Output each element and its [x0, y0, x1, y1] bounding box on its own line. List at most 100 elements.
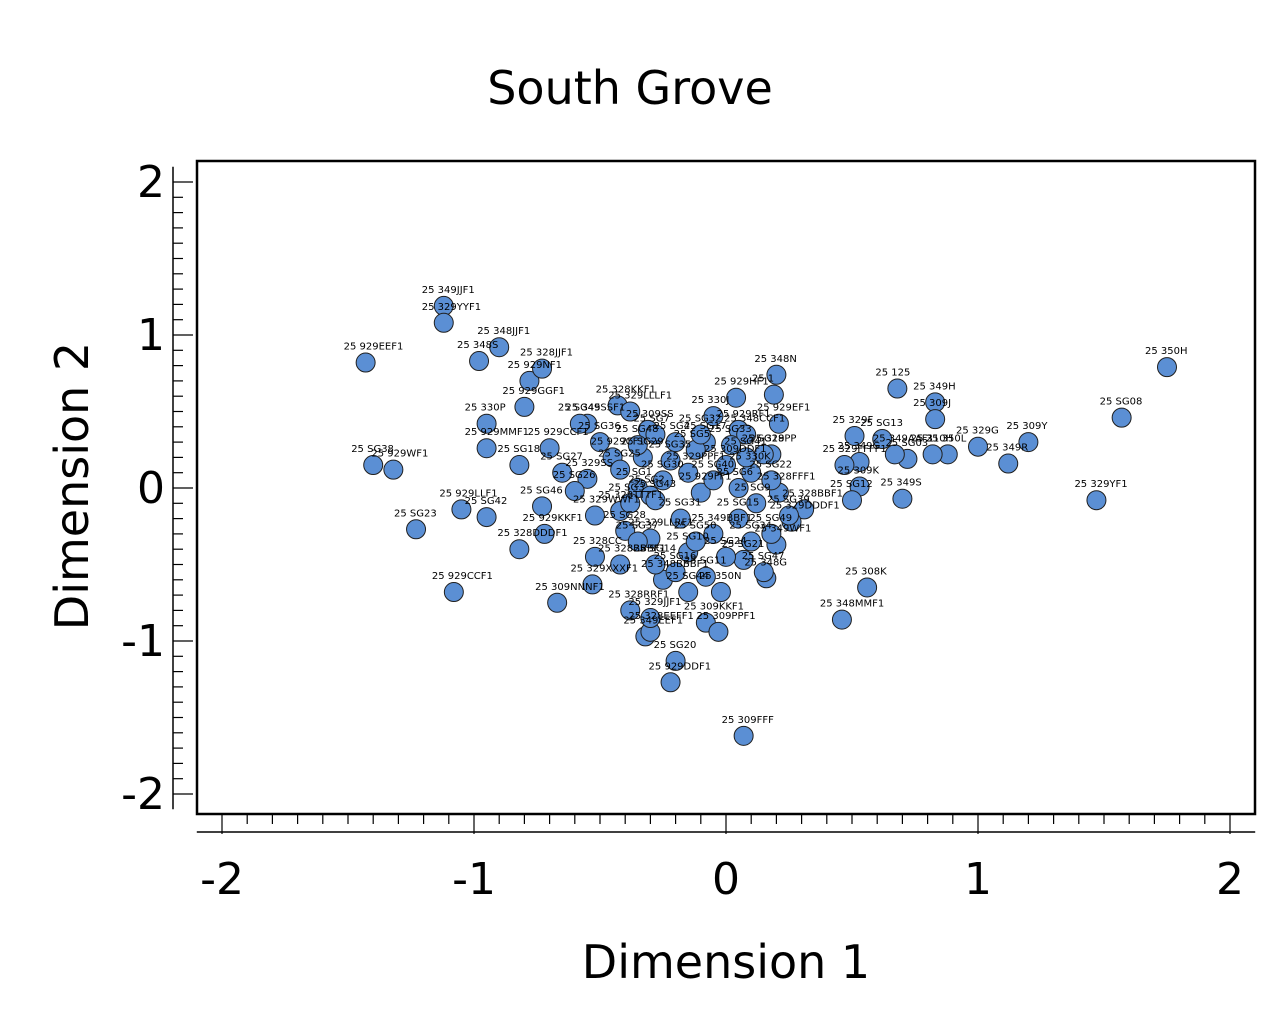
data-point — [532, 358, 553, 379]
data-point — [998, 453, 1019, 474]
data-point-label: 25 309Y — [1006, 421, 1048, 432]
data-point-label: 25 SG43 — [633, 479, 676, 490]
data-point-label: 25 349BBF1 — [691, 513, 752, 524]
y-tick-label: 0 — [137, 463, 165, 514]
y-tick-label: -2 — [121, 769, 165, 820]
data-point — [872, 429, 893, 450]
data-point — [577, 468, 598, 489]
data-point — [469, 351, 490, 372]
data-point-label: 25 329XXXF1 — [570, 563, 638, 574]
points-layer — [355, 295, 1177, 746]
data-point-label: 25 929FF1 — [679, 472, 732, 483]
data-point-label: 25 1 — [752, 374, 774, 385]
data-point — [534, 523, 555, 544]
data-point-label: 25 SG26 — [553, 470, 596, 481]
data-point-label: 25 329YF1 — [1074, 479, 1127, 490]
data-point — [1086, 490, 1107, 511]
data-point — [831, 609, 852, 630]
data-point — [584, 546, 605, 567]
data-point-label: 25 348G — [744, 557, 787, 568]
data-point — [627, 531, 648, 552]
data-point-label: 25 329WWF1 — [573, 495, 640, 506]
data-point-label: 25 SG6 — [717, 467, 753, 478]
data-point-label: 25 SG1 — [616, 467, 652, 478]
data-point-label: 25 350H — [1145, 346, 1188, 357]
data-point-label: 25 328PP — [749, 433, 796, 444]
data-point-label: 25 929EEF1 — [344, 342, 404, 353]
data-point — [766, 364, 787, 385]
data-point — [539, 438, 560, 459]
data-point — [710, 582, 731, 603]
data-point-label: 25 330K — [729, 452, 771, 463]
data-point-label: 25 310H — [911, 433, 954, 444]
data-point — [685, 531, 706, 552]
data-point — [1018, 432, 1039, 453]
data-point-label: 25 929KKF1 — [523, 513, 583, 524]
data-point-label: 25 SG48 — [616, 424, 659, 435]
data-point-label: 25 328BBF1 — [782, 488, 843, 499]
data-point — [892, 488, 913, 509]
data-point-label: 25 309K — [838, 465, 880, 476]
data-point-label: 25 SG24 — [704, 536, 747, 547]
data-point — [768, 413, 789, 434]
data-point-label: 25 SG39 — [767, 495, 810, 506]
point-labels-layer: 25 350H 25 SG08 25 329YF1 25 309Y 25 349R 25 … — [344, 285, 1188, 726]
data-point-label: 25 SG10 — [666, 531, 709, 542]
data-point-label: 25 349AAF1 — [873, 433, 934, 444]
data-point — [476, 438, 497, 459]
data-point-label: 25 348S — [457, 340, 498, 351]
data-point — [653, 470, 673, 491]
data-point-label: 25 309PPF1 — [696, 611, 755, 622]
data-point-label: 25 328FFF1 — [757, 472, 816, 483]
data-point-label: 25 125 — [875, 368, 910, 379]
data-point — [363, 455, 384, 476]
data-point — [476, 413, 497, 434]
data-point-label: 25 328CC — [573, 536, 622, 547]
x-tick-label: 1 — [964, 854, 992, 905]
data-point — [547, 592, 568, 613]
data-point-label: 25 349S — [880, 478, 921, 489]
data-point — [640, 608, 661, 629]
data-point — [514, 396, 535, 417]
data-point — [355, 352, 376, 373]
data-point-label: 25 929RF1 — [717, 409, 771, 420]
data-point-label: 25 309SS — [626, 409, 674, 420]
data-point-label: 25 SG45 — [558, 403, 601, 414]
data-point — [489, 337, 510, 358]
data-point-label: 25 SG19 — [742, 433, 785, 444]
data-point-label: 25 SG29 — [621, 436, 664, 447]
data-point-label: 25 SG44 — [666, 571, 709, 582]
data-point-label: 25 SG47 — [742, 551, 785, 562]
data-point — [620, 600, 641, 621]
data-point — [660, 450, 681, 471]
data-point — [746, 493, 767, 514]
data-point — [645, 554, 666, 575]
data-point-label: 25 929GGF1 — [502, 386, 565, 397]
data-point-label: 25 328TTTF1 — [598, 490, 663, 501]
data-point — [690, 482, 711, 503]
data-point — [761, 470, 782, 491]
data-point-label: 25 929WF1 — [371, 449, 428, 460]
data-point — [1157, 357, 1177, 378]
data-point — [476, 507, 497, 528]
data-point-label: 25 SG31 — [659, 498, 702, 509]
data-point — [670, 508, 691, 529]
data-point — [620, 401, 641, 422]
data-point-label: 25 330P — [465, 403, 506, 414]
data-point-label: 25 929EF1 — [757, 403, 810, 414]
data-point-label: 25 SG21 — [722, 539, 765, 550]
data-point — [763, 384, 784, 405]
data-point — [703, 406, 724, 427]
data-point — [968, 436, 988, 457]
data-point-label: 25 SG13 — [860, 418, 903, 429]
x-tick-label: -1 — [452, 854, 496, 905]
data-point — [721, 435, 742, 456]
data-point — [406, 519, 427, 540]
data-point-label: 25 329F — [833, 415, 874, 426]
data-point-label: 25 929DDF1 — [649, 661, 712, 672]
data-point-label: 25 329JJF1 — [628, 597, 681, 608]
data-point-label: 25 348CCF1 — [724, 413, 785, 424]
data-point — [736, 447, 757, 468]
data-point-label: 25 SG30 — [641, 459, 684, 470]
